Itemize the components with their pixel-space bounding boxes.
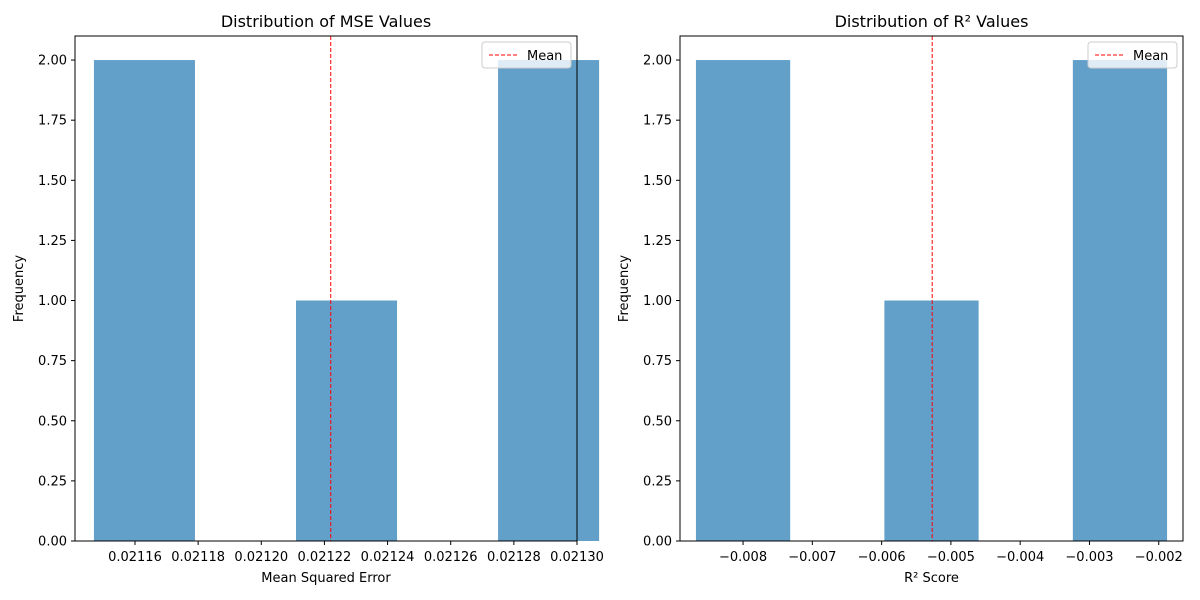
mse-axes-frame (74, 35, 578, 542)
mse-x-tick-label-7: 0.02130 (550, 550, 604, 565)
r2-y-tick-label-5: 1.25 (643, 234, 672, 249)
r2-histogram-bar-2 (884, 300, 979, 541)
mse-legend: Mean (481, 41, 572, 69)
mse-histogram-bar-4 (498, 60, 600, 542)
mse-histogram-panel: 0.02116 0.02118 0.02120 0.02122 0.02124 0.021… (12, 12, 604, 586)
r2-y-tick-label-0: 0.00 (643, 535, 672, 550)
r2-legend-box (1087, 41, 1178, 69)
mse-y-tick-label-6: 1.50 (38, 174, 67, 189)
r2-y-tick-label-6: 1.50 (643, 174, 672, 189)
mse-legend-box (481, 41, 572, 69)
r2-chart-title: Distribution of R² Values (835, 12, 1029, 31)
mse-chart-title: Distribution of MSE Values (221, 12, 431, 31)
mse-x-tick-label-1: 0.02118 (171, 550, 225, 565)
mse-x-tick-label-4: 0.02124 (361, 550, 415, 565)
r2-x-tick-label-6: −0.002 (1135, 550, 1183, 565)
mse-y-tick-label-5: 1.25 (38, 234, 67, 249)
r2-x-axis-label: R² Score (904, 571, 959, 586)
mse-x-tick-label-5: 0.02126 (424, 550, 478, 565)
r2-legend-label: Mean (1133, 49, 1168, 64)
mse-y-tick-label-2: 0.50 (38, 414, 67, 429)
r2-y-tick-label-7: 1.75 (643, 114, 672, 129)
r2-y-tick-label-2: 0.50 (643, 414, 672, 429)
mse-y-tick-label-7: 1.75 (38, 114, 67, 129)
mse-x-tick-label-2: 0.02120 (234, 550, 288, 565)
mse-y-tick-label-8: 2.00 (38, 54, 67, 69)
r2-histogram-bar-0 (695, 60, 791, 542)
r2-x-tick-label-1: −0.007 (788, 550, 836, 565)
mse-histogram-bar-0 (93, 60, 195, 542)
r2-x-tick-label-2: −0.006 (858, 550, 906, 565)
r2-y-tick-label-1: 0.25 (643, 474, 672, 489)
r2-y-tick-label-4: 1.00 (643, 294, 672, 309)
r2-histogram-bar-4 (1072, 60, 1168, 542)
mse-y-tick-label-0: 0.00 (38, 535, 67, 550)
r2-histogram-panel: −0.008 −0.007 −0.006 −0.005 −0.004 −0.003 −0.0… (617, 12, 1184, 586)
mse-y-tick-label-1: 0.25 (38, 474, 67, 489)
r2-y-tick-label-3: 0.75 (643, 354, 672, 369)
mse-y-tick-label-4: 1.00 (38, 294, 67, 309)
r2-y-tick-label-8: 2.00 (643, 54, 672, 69)
mse-histogram-bar-2 (296, 300, 398, 541)
r2-x-tick-label-3: −0.005 (927, 550, 975, 565)
r2-x-tick-label-5: −0.003 (1065, 550, 1113, 565)
r2-axes-frame (679, 35, 1184, 542)
mse-x-tick-label-0: 0.02116 (108, 550, 162, 565)
mse-x-tick-label-6: 0.02128 (487, 550, 541, 565)
mse-y-tick-label-3: 0.75 (38, 354, 67, 369)
r2-x-tick-label-4: −0.004 (996, 550, 1044, 565)
r2-y-axis-label: Frequency (617, 255, 632, 322)
mse-x-axis-label: Mean Squared Error (261, 571, 391, 586)
mse-legend-label: Mean (527, 49, 562, 64)
r2-legend: Mean (1087, 41, 1178, 69)
r2-x-tick-label-0: −0.008 (719, 550, 767, 565)
mse-x-tick-label-3: 0.02122 (298, 550, 352, 565)
mse-y-axis-label: Frequency (12, 255, 27, 322)
